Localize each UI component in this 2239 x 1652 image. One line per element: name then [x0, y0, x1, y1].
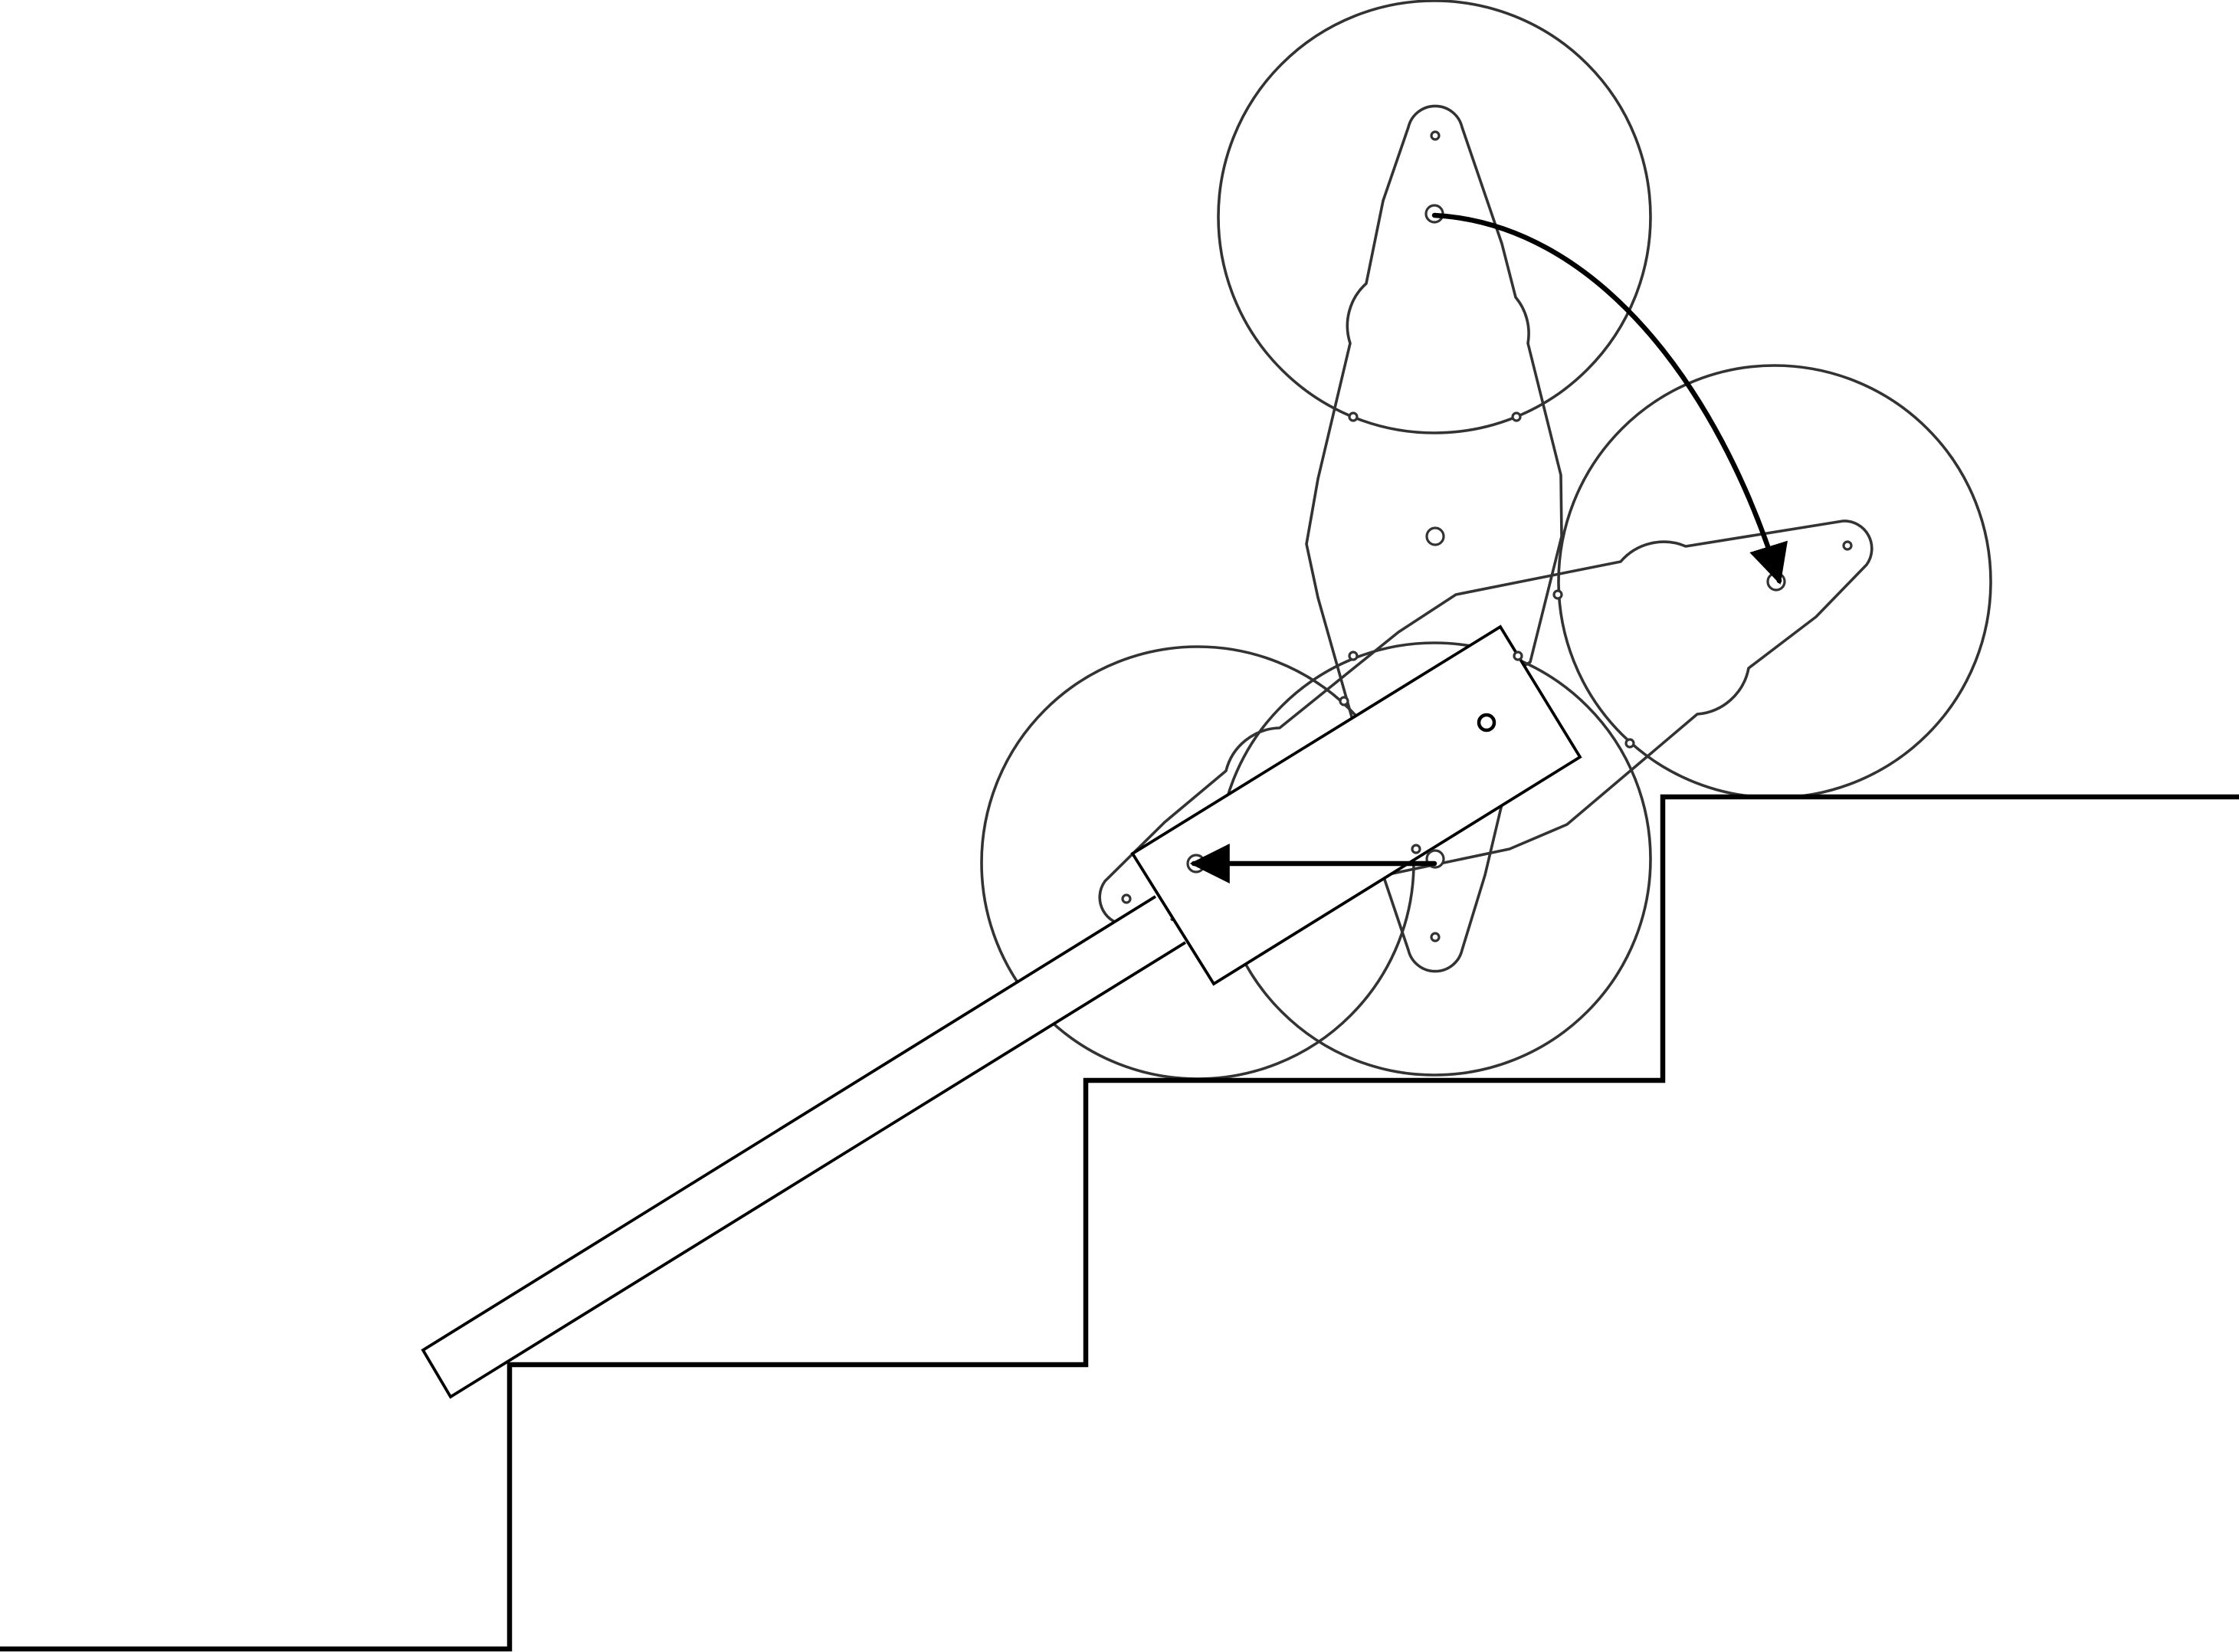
hole-right-tip: [1842, 540, 1853, 551]
wheel-top: [1217, 0, 1652, 434]
hole-plate-f: [1339, 696, 1349, 706]
hole-left-tip: [1121, 893, 1132, 904]
stair-profile: [0, 794, 2239, 1652]
hole-plate-h: [1624, 738, 1635, 749]
hole-bottom-tip: [1430, 932, 1441, 942]
rotation-arrow: [1431, 212, 1788, 585]
hub-vertical-center: [1425, 526, 1445, 546]
frame-bracket: [1130, 624, 1582, 986]
handle-bar: [421, 895, 1186, 1399]
hole-plate-a: [1348, 411, 1359, 422]
hole-top-tip: [1430, 130, 1441, 141]
hole-plate-b: [1511, 411, 1522, 422]
hole-plate-d: [1513, 651, 1523, 661]
frame-pivot: [1477, 713, 1496, 733]
hole-plate-c: [1348, 651, 1359, 661]
hole-plate-g: [1411, 844, 1421, 854]
hole-plate-e: [1552, 589, 1563, 600]
